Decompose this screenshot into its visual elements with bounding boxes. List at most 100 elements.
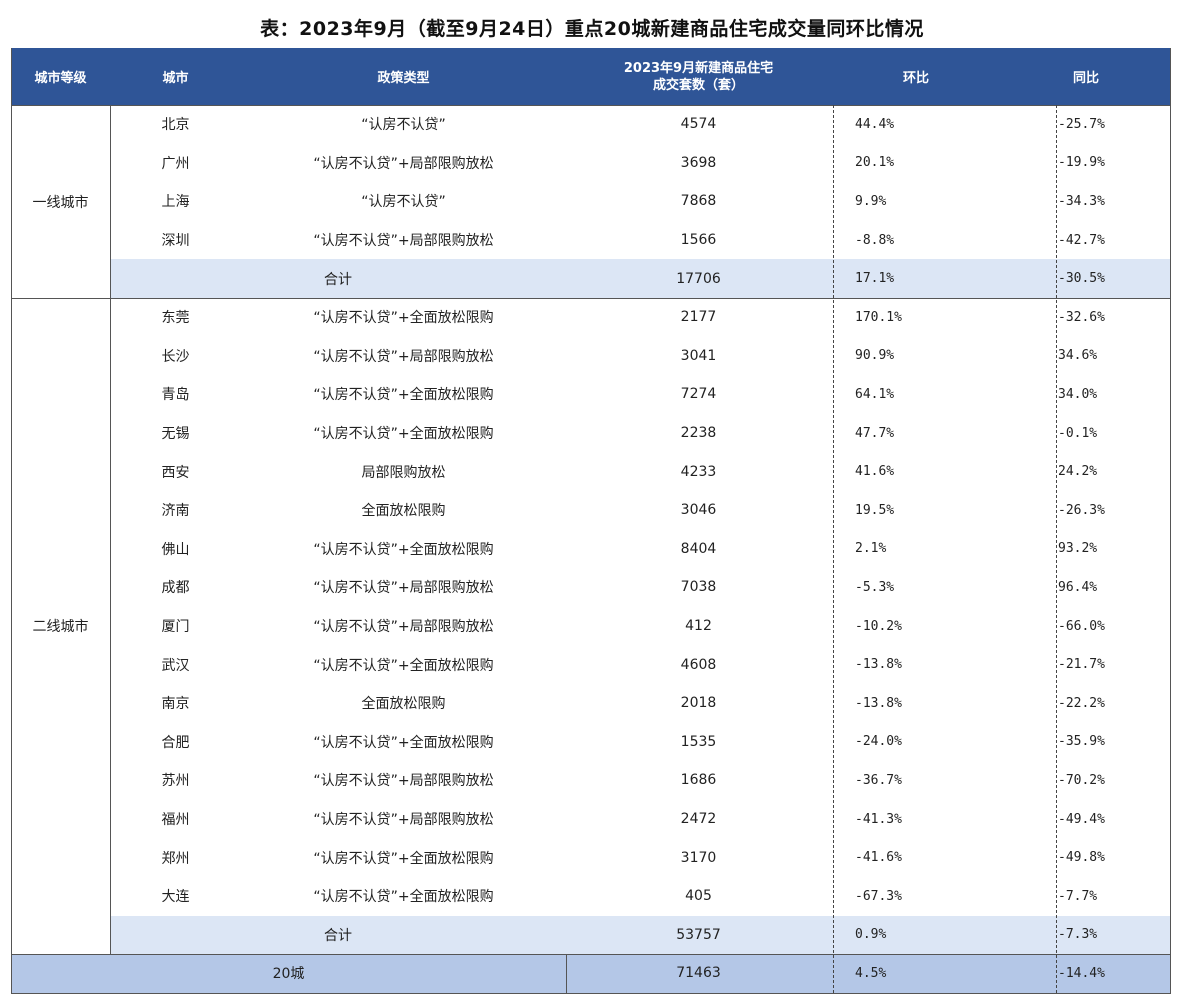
volume-cell: 2018 [680,695,717,712]
volume-cell: 7038 [680,579,717,596]
city-cell: 上海 [161,194,190,211]
yoy-value: -22.2% [1058,695,1105,711]
group-bottom-border [11,954,1171,956]
yoy-axis [1056,105,1057,993]
volume-cell: 2238 [680,425,717,442]
yoy-value: -42.7% [1058,232,1105,248]
volume-cell: 4574 [680,116,717,133]
subtotal-label: 合计 [324,271,352,288]
grand-total-volume: 71463 [676,965,721,982]
yoy-value: -21.7% [1058,657,1105,673]
yoy-value: -49.4% [1058,811,1105,827]
city-cell: 大连 [161,889,190,906]
volume-cell: 4233 [680,463,717,480]
header-volume-line2: 成交套数（套） [652,77,744,93]
policy-cell: “认房不认贷”+局部限购放松 [313,233,494,250]
yoy-value: -66.0% [1058,618,1105,634]
yoy-value: -35.9% [1058,734,1105,750]
volume-cell: 2472 [680,811,717,828]
tier-divider [110,298,111,955]
city-cell: 青岛 [161,387,190,404]
mom-value: 170.1% [855,309,902,325]
policy-cell: “认房不认贷”+全面放松限购 [313,310,494,327]
mom-value: 47.7% [855,425,895,441]
policy-cell: “认房不认贷”+全面放松限购 [313,426,494,443]
mom-value: 44.4% [855,116,895,132]
header-volume: 2023年9月新建商品住宅 成交套数（套） [566,48,831,105]
mom-value: -13.8% [855,695,902,711]
policy-cell: “认房不认贷”+全面放松限购 [313,657,494,674]
policy-cell: “认房不认贷”+局部限购放松 [313,619,494,636]
volume-cell: 7274 [680,386,717,403]
total-row-bg [11,954,1171,993]
volume-cell: 3698 [680,154,717,171]
policy-cell: “认房不认贷”+全面放松限购 [313,889,494,906]
city-cell: 东莞 [161,310,190,327]
data-table: 城市等级 城市 政策类型 2023年9月新建商品住宅 成交套数（套） 环比 同比 北京 “认房不… [11,48,1171,994]
city-cell: 长沙 [161,348,190,365]
volume-cell: 1535 [680,733,717,750]
mom-axis [833,105,834,993]
group-bottom-border [11,298,1171,299]
mom-value: -41.3% [855,811,902,827]
yoy-value: -25.7% [1058,116,1105,132]
policy-cell: “认房不认贷” [361,117,446,134]
yoy-value: -7.3% [1058,927,1098,943]
mom-value: 9.9% [855,193,887,209]
yoy-value: 34.0% [1058,386,1098,402]
mom-value: 4.5% [855,965,887,981]
mom-value: -67.3% [855,888,902,904]
policy-cell: “认房不认贷”+全面放松限购 [313,541,494,558]
city-cell: 郑州 [161,850,190,867]
mom-value: 17.1% [855,271,895,287]
tier-divider [110,105,111,298]
city-cell: 济南 [161,503,190,520]
grand-total-label: 20城 [272,966,305,983]
header-bottom-border [11,105,1171,106]
policy-cell: “认房不认贷” [361,194,446,211]
policy-cell: “认房不认贷”+全面放松限购 [313,734,494,751]
yoy-value: -14.4% [1058,965,1105,981]
city-cell: 西安 [161,464,190,481]
city-cell: 北京 [161,117,190,134]
mom-value: 64.1% [855,386,895,402]
yoy-value: -0.1% [1058,425,1098,441]
policy-cell: “认房不认贷”+局部限购放松 [313,812,494,829]
subtotal-volume: 53757 [676,926,721,943]
volume-cell: 8404 [680,540,717,557]
table-bottom-border [11,992,1171,994]
mom-value: 0.9% [855,927,887,943]
yoy-value: -26.3% [1058,502,1105,518]
policy-cell: “认房不认贷”+全面放松限购 [313,387,494,404]
header-yoy: 同比 [1001,48,1171,105]
volume-cell: 412 [685,618,712,635]
yoy-value: -30.5% [1058,271,1105,287]
header-city: 城市 [110,48,241,105]
policy-cell: 全面放松限购 [361,696,446,713]
volume-cell: 1566 [680,232,717,249]
policy-cell: “认房不认贷”+局部限购放松 [313,773,494,790]
volume-cell: 4608 [680,656,717,673]
yoy-value: -49.8% [1058,850,1105,866]
mom-value: 41.6% [855,464,895,480]
mom-value: -13.8% [855,657,902,673]
table-left-border [11,48,12,993]
mom-value: 90.9% [855,348,895,364]
policy-cell: “认房不认贷”+局部限购放松 [313,580,494,597]
total-divider [566,954,567,993]
header-volume-line1: 2023年9月新建商品住宅 [623,60,774,76]
volume-cell: 3041 [680,347,717,364]
yoy-value: 24.2% [1058,464,1098,480]
city-cell: 深圳 [161,233,190,250]
mom-value: -5.3% [855,579,895,595]
yoy-value: -34.3% [1058,193,1105,209]
city-cell: 佛山 [161,541,190,558]
yoy-value: -7.7% [1058,888,1098,904]
city-cell: 南京 [161,696,190,713]
policy-cell: “认房不认贷”+全面放松限购 [313,850,494,867]
policy-cell: 局部限购放松 [361,464,446,481]
policy-cell: “认房不认贷”+局部限购放松 [313,348,494,365]
header-tier: 城市等级 [11,48,110,105]
city-cell: 广州 [161,155,190,172]
volume-cell: 3170 [680,849,717,866]
